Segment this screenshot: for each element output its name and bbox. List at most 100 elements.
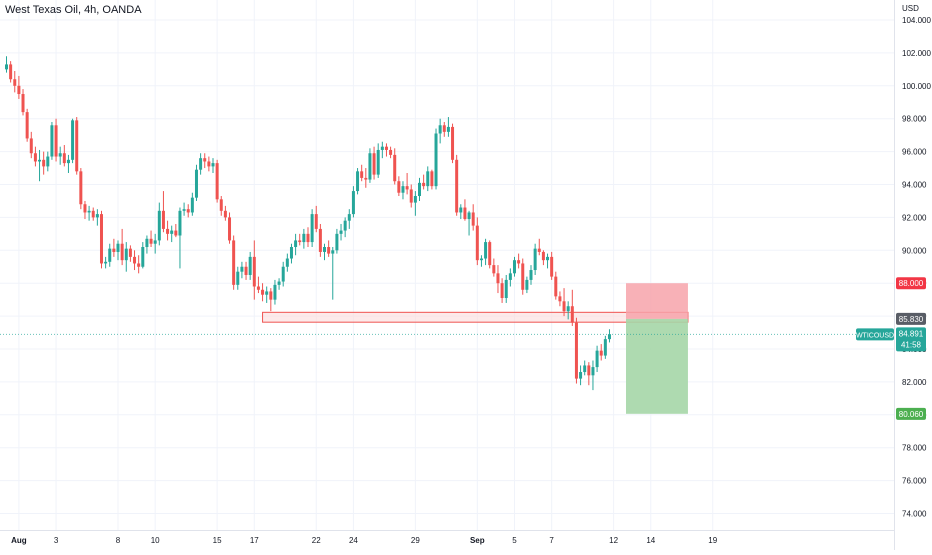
candle-body bbox=[496, 273, 500, 284]
candle-body bbox=[21, 94, 25, 113]
candle-body bbox=[351, 191, 355, 215]
candle-body bbox=[17, 85, 21, 95]
candle-body bbox=[149, 238, 153, 244]
x-tick-label: 22 bbox=[312, 536, 321, 545]
candle-body bbox=[603, 339, 607, 356]
x-tick-label: 15 bbox=[213, 536, 222, 545]
candle-body bbox=[161, 210, 165, 229]
candle-body bbox=[170, 230, 174, 234]
candle-body bbox=[587, 365, 591, 376]
candle-body bbox=[422, 182, 426, 187]
candle-body bbox=[108, 248, 112, 262]
candle-body bbox=[66, 159, 70, 164]
x-tick-label: 14 bbox=[646, 536, 655, 545]
x-tick-label: 7 bbox=[549, 536, 554, 545]
y-tick-label: 82.000 bbox=[902, 378, 927, 387]
candle-body bbox=[95, 214, 99, 218]
x-tick-label: Aug bbox=[11, 536, 27, 545]
candle-body bbox=[335, 233, 339, 251]
chart-title: West Texas Oil, 4h, OANDA bbox=[5, 4, 142, 16]
y-tick-label: 104.000 bbox=[902, 16, 931, 25]
candle-body bbox=[166, 228, 170, 234]
candles-layer bbox=[5, 56, 611, 391]
candle-body bbox=[174, 230, 178, 236]
candle-body bbox=[521, 263, 525, 290]
y-tick-label: 78.000 bbox=[902, 444, 927, 453]
candle-body bbox=[360, 171, 364, 178]
candle-body bbox=[343, 220, 347, 231]
candle-body bbox=[314, 214, 318, 229]
candle-body bbox=[413, 196, 417, 203]
candle-body bbox=[541, 251, 545, 261]
candle-body bbox=[248, 256, 252, 275]
axis-currency: USD bbox=[902, 4, 919, 13]
candle-body bbox=[339, 230, 343, 234]
candle-body bbox=[46, 156, 50, 167]
candle-body bbox=[533, 248, 537, 271]
candle-body bbox=[517, 260, 521, 264]
y-tick-label: 90.000 bbox=[902, 246, 927, 255]
candle-body bbox=[252, 256, 256, 287]
candle-body bbox=[397, 181, 401, 193]
candle-body bbox=[467, 212, 471, 220]
candle-body bbox=[318, 228, 322, 252]
candle-body bbox=[302, 233, 306, 243]
candle-body bbox=[178, 210, 182, 236]
candle-body bbox=[54, 125, 58, 157]
candle-body bbox=[401, 186, 405, 193]
target-price-label-bg bbox=[896, 407, 926, 420]
candle-body bbox=[182, 209, 186, 211]
candle-body bbox=[62, 153, 66, 164]
x-tick-label: 19 bbox=[708, 536, 717, 545]
x-tick-label: 8 bbox=[116, 536, 121, 545]
candle-body bbox=[211, 163, 215, 167]
candle-body bbox=[508, 273, 512, 280]
candle-body bbox=[120, 243, 124, 261]
y-tick-label: 102.000 bbox=[902, 49, 931, 58]
candle-body bbox=[298, 240, 302, 243]
candle-body bbox=[566, 306, 570, 312]
candle-body bbox=[389, 149, 393, 155]
candle-body bbox=[418, 182, 421, 197]
candle-body bbox=[294, 240, 298, 248]
candle-body bbox=[33, 153, 37, 162]
candle-body bbox=[426, 171, 430, 187]
candle-body bbox=[562, 301, 566, 312]
x-tick-label: 17 bbox=[250, 536, 259, 545]
candle-body bbox=[199, 158, 203, 170]
candle-body bbox=[525, 279, 529, 290]
candle-body bbox=[380, 146, 384, 150]
y-tick-label: 94.000 bbox=[902, 181, 927, 190]
candle-body bbox=[459, 207, 463, 213]
candle-body bbox=[475, 225, 479, 261]
candle-body bbox=[116, 243, 120, 252]
candle-body bbox=[277, 281, 281, 285]
candle-body bbox=[50, 125, 54, 157]
candle-body bbox=[583, 365, 587, 373]
candle-body bbox=[42, 159, 46, 167]
support-zone bbox=[262, 311, 689, 323]
candle-body bbox=[471, 212, 475, 226]
candle-body bbox=[446, 126, 450, 132]
candle-body bbox=[261, 289, 265, 295]
candle-body bbox=[488, 242, 492, 266]
candle-body bbox=[455, 159, 459, 213]
candle-body bbox=[38, 159, 42, 162]
candle-body bbox=[405, 186, 409, 190]
candle-body bbox=[512, 260, 516, 274]
candle-body bbox=[372, 153, 376, 175]
candle-body bbox=[451, 126, 455, 160]
candle-body bbox=[157, 210, 161, 241]
candle-body bbox=[75, 120, 79, 172]
y-tick-label: 76.000 bbox=[902, 477, 927, 486]
target-price-label: 80.060 bbox=[899, 410, 924, 419]
y-tick-label: 92.000 bbox=[902, 213, 927, 222]
candle-body bbox=[215, 163, 219, 200]
candle-body bbox=[219, 199, 223, 211]
stop-price-label-bg bbox=[896, 277, 926, 290]
candle-body bbox=[607, 334, 611, 340]
candle-body bbox=[463, 207, 467, 220]
candle-body bbox=[537, 248, 541, 252]
